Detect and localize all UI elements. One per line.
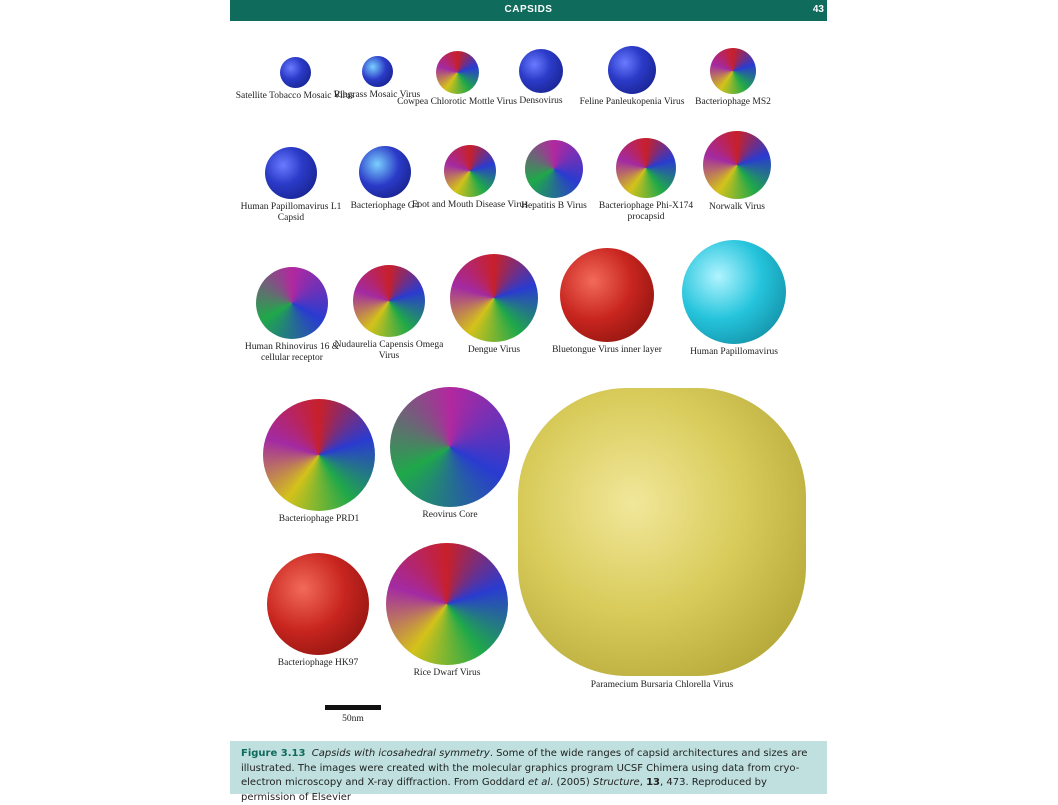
caption-text: , [639,777,647,788]
virus-label: Nudaurelia Capensis Omega Virus [334,340,444,361]
capsid-image [265,147,317,199]
capsid-image [518,388,806,676]
capsid-image [616,138,676,198]
virus-bluetongue: Bluetongue Virus inner layer [547,248,667,356]
capsid-image [519,49,563,93]
chapter-title: CAPSIDS [504,4,553,15]
page-number: 43 [812,4,824,15]
virus-nudaurelia: Nudaurelia Capensis Omega Virus [329,265,449,361]
capsid-image [608,46,656,94]
virus-label: Bacteriophage HK97 [277,658,359,668]
virus-label: Dengue Virus [467,345,521,355]
virus-label: Cowpea Chlorotic Mottle Virus [397,97,517,107]
virus-rhinovirus: Human Rhinovirus 16 & cellular receptor [232,267,352,363]
virus-hepatitis-b: Hepatitis B Virus [494,140,614,212]
virus-label: Densovirus [519,96,563,106]
capsid-image [710,48,756,94]
caption-etal: et al [528,777,551,788]
capsid-image [435,51,479,94]
capsid-image [560,248,654,342]
virus-densovirus: Densovirus [481,49,601,107]
running-header: CAPSIDS 43 [230,0,827,21]
capsid-image [682,240,786,344]
virus-label: Foot and Mouth Disease Virus [412,200,528,210]
caption-text: . (2005) [550,777,593,788]
capsid-image [386,543,508,665]
capsid-image [390,387,510,507]
figure-caption: Figure 3.13 Capsids with icosahedral sym… [230,741,827,803]
capsid-image [703,131,771,199]
caption-text: . Some of the wide ranges of capsid arch… [241,748,808,788]
virus-phix174: Bacteriophage Phi-X174 procapsid [586,138,706,222]
virus-label: Bluetongue Virus inner layer [552,345,662,355]
virus-norwalk: Norwalk Virus [677,131,797,213]
virus-label: Reovirus Core [422,510,478,520]
virus-chlorella: Paramecium Bursaria Chlorella Virus [518,388,806,691]
caption-journal: Structure [592,777,640,788]
virus-hpv-l1: Human Papillomavirus L1 Capsid [231,147,351,223]
virus-prd1: Bacteriophage PRD1 [259,399,379,525]
figure-number: Figure 3.13 [241,748,306,759]
caption-volume: 13 [646,777,660,788]
capsid-image [267,553,369,655]
virus-ribgrass: Ribgrass Mosaic Virus [317,56,437,101]
capsid-image [279,57,311,88]
capsid-image [450,254,538,342]
virus-ms2: Bacteriophage MS2 [673,48,793,108]
capsid-image [444,145,496,197]
virus-fmdv: Foot and Mouth Disease Virus [410,145,530,211]
virus-dengue: Dengue Virus [434,254,554,356]
virus-reovirus: Reovirus Core [390,387,510,521]
virus-label: Human Papillomavirus L1 Capsid [240,202,342,223]
capsid-image [263,399,375,511]
capsid-image [359,146,411,198]
scale-label: 50nm [342,714,364,724]
capsid-image [525,140,583,198]
virus-label: Paramecium Bursaria Chlorella Virus [590,680,734,690]
scale-bar [325,705,381,710]
virus-label: Hepatitis B Virus [521,201,587,211]
virus-label: Bacteriophage PRD1 [278,514,360,524]
capsid-image [361,56,393,87]
figure-title: Capsids with icosahedral symmetry [311,748,490,759]
virus-feline: Feline Panleukopenia Virus [572,46,692,108]
capsid-image [353,265,425,337]
virus-label: Rice Dwarf Virus [413,668,481,678]
virus-rice-dwarf: Rice Dwarf Virus [385,543,509,679]
virus-satellite-tobacco: Satellite Tobacco Mosaic Virus [235,57,355,102]
virus-hpv: Human Papillomavirus [674,240,794,358]
virus-label: Bacteriophage G4 [350,201,420,211]
virus-label: Feline Panleukopenia Virus [579,97,685,107]
virus-label: Bacteriophage Phi-X174 procapsid [598,201,694,222]
virus-label: Ribgrass Mosaic Virus [333,90,421,100]
virus-label: Satellite Tobacco Mosaic Virus [235,91,355,101]
virus-label: Bacteriophage MS2 [695,97,771,107]
virus-label: Norwalk Virus [709,202,765,212]
virus-g4: Bacteriophage G4 [325,146,445,212]
virus-label: Human Papillomavirus [690,347,778,357]
virus-hk97: Bacteriophage HK97 [258,553,378,669]
textbook-page: CAPSIDS 43 Satellite Tobacco Mosaic Viru… [230,0,827,803]
capsid-image [256,267,328,339]
virus-label: Human Rhinovirus 16 & cellular receptor [244,342,340,363]
virus-cowpea: Cowpea Chlorotic Mottle Virus [397,51,517,108]
